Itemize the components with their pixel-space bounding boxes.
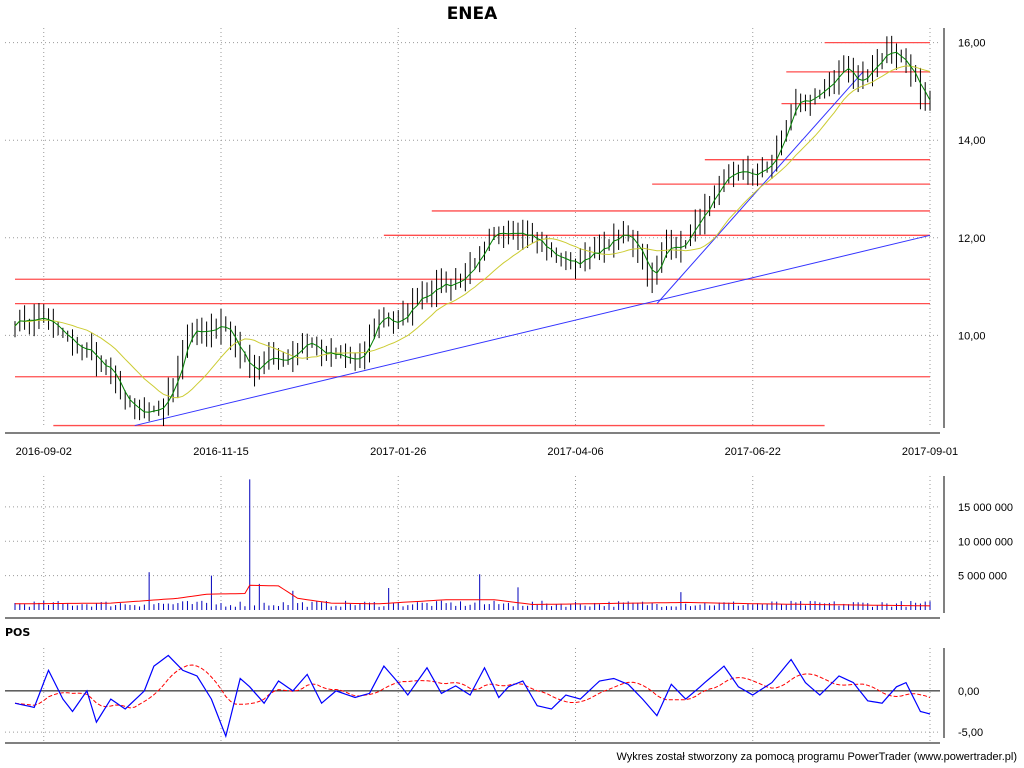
trend-line [134, 234, 931, 427]
close-line [14, 51, 931, 413]
support-resistance-levels [15, 41, 930, 427]
price-bars [14, 35, 931, 427]
pos-gridlines [5, 648, 940, 742]
x-tick-label: 2016-09-02 [16, 446, 72, 458]
pos-axes [5, 648, 945, 744]
moving-average-line [14, 65, 931, 399]
price-x-tick-labels: 2016-09-02 2016-11-15 2017-01-26 2017-04-06… [16, 446, 959, 458]
volume-tick-label: 15 000 000 [958, 502, 1013, 514]
chart-title: ENEA [447, 4, 498, 24]
x-tick-label: 2017-09-01 [902, 446, 958, 458]
footer-credit: Wykres został stworzony za pomocą progra… [616, 751, 1017, 763]
x-tick-label: 2016-11-15 [193, 446, 248, 458]
volume-tick-label: 5 000 000 [958, 571, 1007, 583]
pos-tick-label: -5,00 [958, 727, 983, 739]
volume-y-tick-labels: 5 000 000 10 000 000 15 000 000 [958, 502, 1013, 583]
y-tick-label: 10,00 [958, 330, 986, 342]
x-tick-label: 2017-06-22 [725, 446, 781, 458]
price-y-tick-labels: 10,00 12,00 14,00 16,00 [958, 38, 986, 343]
price-gridlines [5, 28, 940, 428]
pos-signal-line [14, 664, 931, 709]
y-tick-label: 12,00 [958, 233, 986, 245]
x-tick-label: 2017-04-06 [547, 446, 603, 458]
y-tick-label: 14,00 [958, 135, 986, 147]
volume-axes [5, 476, 945, 619]
volume-bars [14, 479, 931, 610]
pos-tick-label: 0,00 [958, 686, 979, 698]
volume-tick-label: 10 000 000 [958, 536, 1013, 548]
volume-gridlines [5, 476, 940, 610]
pos-y-tick-labels: -5,00 0,00 [958, 686, 983, 739]
pos-panel-title: POS [5, 626, 30, 639]
x-tick-label: 2017-01-26 [370, 446, 426, 458]
volume-average-line [15, 584, 931, 607]
y-tick-label: 16,00 [958, 38, 986, 50]
pos-line [14, 654, 931, 739]
price-axes [5, 28, 945, 434]
